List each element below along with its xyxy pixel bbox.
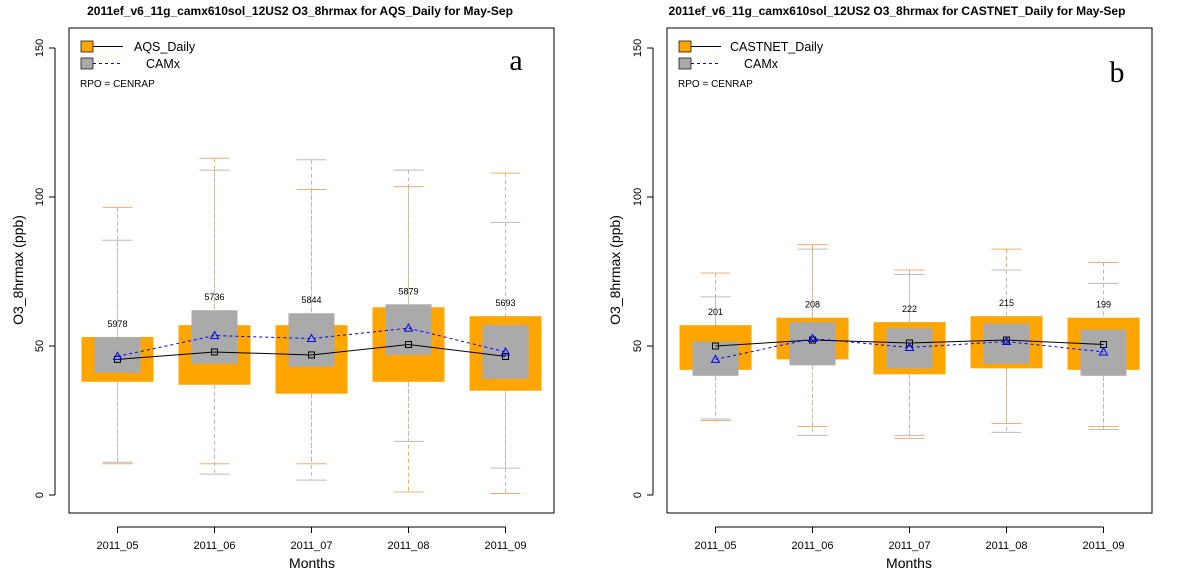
chart-title: 2011ef_v6_11g_camx610sol_12US2 O3_8hrmax… xyxy=(87,4,513,18)
y-axis-title: O3_8hrmax (ppb) xyxy=(607,215,623,325)
sample-count-label: 208 xyxy=(805,300,820,310)
plot-marks: 0 50 100 150 2011_05 2011_06 2011_07 2011_08 201… xyxy=(34,39,542,552)
plot-marks: 0 50 100 150 2011_05 2011_06 2011_07 2011_08 201… xyxy=(632,39,1140,552)
legend: CASTNET_Daily CAMx RPO = CENRAP xyxy=(678,40,824,90)
observed-median-marker xyxy=(308,351,315,359)
sample-count-label: 215 xyxy=(999,298,1014,308)
x-axis-title: Months xyxy=(886,555,932,571)
rpo-note: RPO = CENRAP xyxy=(80,79,155,90)
panel-b: 2011ef_v6_11g_camx610sol_12US2 O3_8hrmax… xyxy=(607,4,1153,571)
panel-a: 2011ef_v6_11g_camx610sol_12US2 O3_8hrmax… xyxy=(10,4,555,571)
legend-observed-swatch xyxy=(678,40,692,53)
model-box xyxy=(191,310,238,364)
y-tick-label: 50 xyxy=(632,340,644,352)
observed-median-marker xyxy=(211,348,218,356)
x-tick-label: 2011_05 xyxy=(694,540,736,552)
x-tick-label: 2011_07 xyxy=(290,540,332,552)
y-tick-label: 0 xyxy=(632,492,644,498)
y-tick-label: 0 xyxy=(34,492,46,498)
model-median-line xyxy=(715,338,1104,360)
y-tick-label: 100 xyxy=(34,188,46,206)
legend-observed-swatch xyxy=(80,40,94,53)
model-box xyxy=(1080,329,1127,376)
observed-median-line xyxy=(117,344,506,360)
x-tick-label: 2011_05 xyxy=(96,540,138,552)
observed-median-marker xyxy=(906,339,913,347)
rpo-note: RPO = CENRAP xyxy=(678,79,753,90)
legend: AQS_Daily CAMx RPO = CENRAP xyxy=(80,40,196,90)
panel-label: a xyxy=(509,44,522,77)
model-box xyxy=(692,341,739,376)
legend-model-label: CAMx xyxy=(146,57,181,71)
sample-count-label: 201 xyxy=(708,307,723,317)
x-tick-label: 2011_06 xyxy=(193,540,235,552)
chart-title: 2011ef_v6_11g_camx610sol_12US2 O3_8hrmax… xyxy=(669,4,1126,18)
legend-observed-label: AQS_Daily xyxy=(134,40,196,54)
model-median-line xyxy=(117,327,506,357)
model-box xyxy=(288,313,335,367)
model-median-marker xyxy=(403,323,414,332)
model-box xyxy=(983,323,1030,364)
model-box xyxy=(886,328,933,369)
model-median-marker xyxy=(112,351,123,360)
model-box xyxy=(482,325,529,379)
y-tick-label: 150 xyxy=(34,39,46,57)
plot-frame xyxy=(666,27,1153,514)
model-median-marker xyxy=(807,333,818,343)
model-median-marker xyxy=(710,354,721,363)
x-tick-label: 2011_09 xyxy=(1082,540,1124,552)
model-median-marker xyxy=(1001,336,1012,346)
legend-observed-label: CASTNET_Daily xyxy=(730,40,824,54)
model-box xyxy=(789,322,836,366)
x-tick-label: 2011_07 xyxy=(888,540,930,552)
observed-median-marker xyxy=(712,342,719,350)
y-tick-label: 100 xyxy=(632,188,644,206)
y-tick-label: 50 xyxy=(34,340,46,352)
sample-count-label: 5978 xyxy=(107,319,127,329)
y-axis-title: O3_8hrmax (ppb) xyxy=(10,215,26,325)
x-tick-label: 2011_08 xyxy=(387,540,429,552)
x-tick-label: 2011_09 xyxy=(484,540,526,552)
model-median-marker xyxy=(1098,346,1109,356)
panel-label: b xyxy=(1110,56,1125,89)
legend-model-label: CAMx xyxy=(744,57,779,71)
model-median-marker xyxy=(500,346,511,356)
observed-median-marker xyxy=(405,341,412,349)
sample-count-label: 199 xyxy=(1096,300,1111,310)
x-tick-label: 2011_06 xyxy=(791,540,833,552)
sample-count-label: 5736 xyxy=(204,292,224,302)
model-median-marker xyxy=(209,330,220,340)
y-tick-label: 150 xyxy=(632,39,644,57)
observed-median-marker xyxy=(502,352,509,360)
sample-count-label: 5844 xyxy=(301,295,321,305)
x-tick-label: 2011_08 xyxy=(985,540,1027,552)
sample-count-label: 5693 xyxy=(495,298,515,308)
model-median-marker xyxy=(306,333,317,343)
model-median-marker xyxy=(904,342,915,351)
sample-count-label: 5879 xyxy=(398,286,418,296)
legend-model-swatch xyxy=(80,57,94,70)
legend-model-swatch xyxy=(678,57,692,70)
sample-count-label: 222 xyxy=(902,304,917,314)
model-box xyxy=(94,337,141,373)
plot-frame xyxy=(68,27,555,514)
x-axis-title: Months xyxy=(289,555,335,571)
